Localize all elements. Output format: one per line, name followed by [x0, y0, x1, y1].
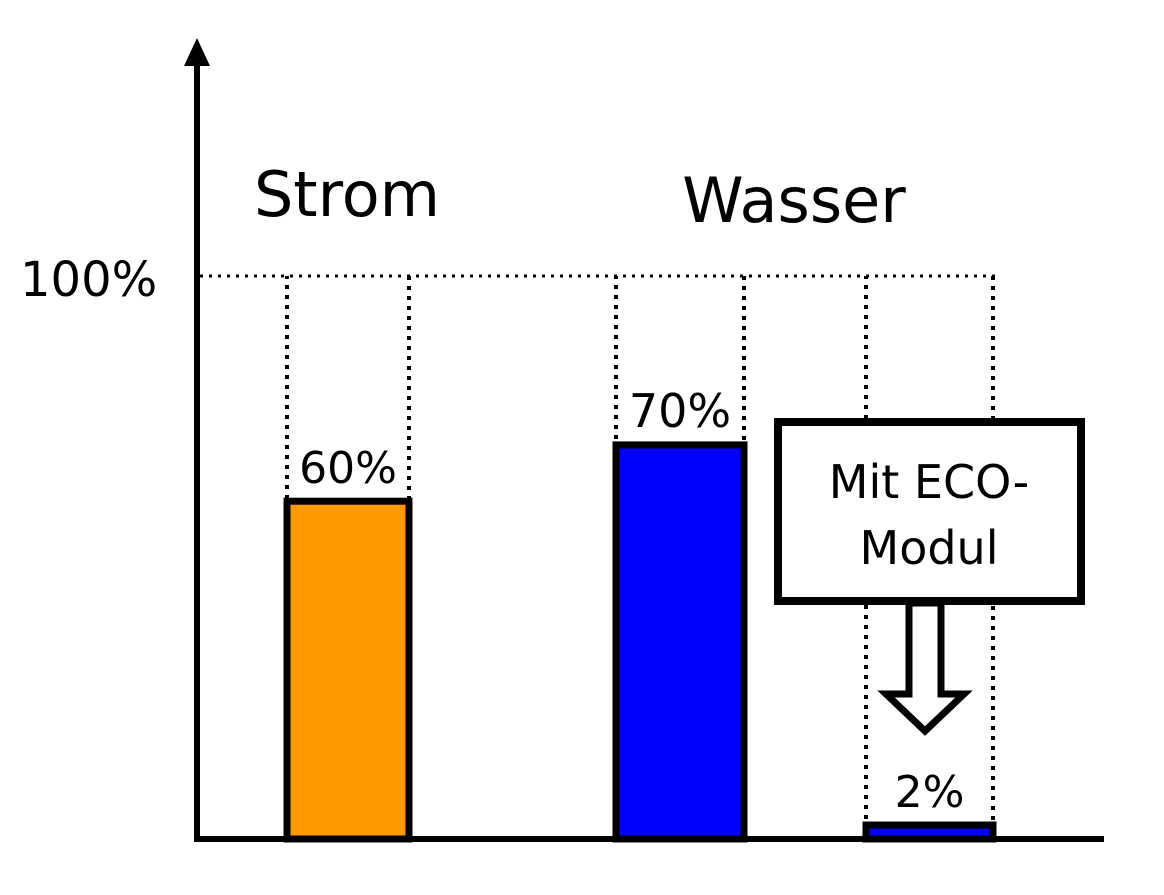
- annotation-text-line2: Modul: [860, 521, 999, 575]
- bar-value-label: 70%: [629, 384, 731, 438]
- bar-wasser-2: [862, 821, 997, 843]
- bar-value-label: 60%: [299, 443, 397, 494]
- down-arrow-icon: [877, 599, 973, 736]
- category-label-wasser: Wasser: [682, 164, 906, 237]
- category-label-strom: Strom: [254, 158, 440, 231]
- bar-value-label: 2%: [895, 767, 965, 818]
- annotation-box: [774, 418, 1085, 605]
- bar-strom-60: [283, 497, 413, 843]
- bar-wasser-70: [612, 441, 748, 843]
- reference-line-label: 100%: [20, 252, 157, 308]
- y-axis-arrowhead-icon: [184, 38, 210, 66]
- annotation-text-line1: Mit ECO-: [829, 455, 1029, 509]
- bars: 60% 70% 2%: [283, 276, 997, 843]
